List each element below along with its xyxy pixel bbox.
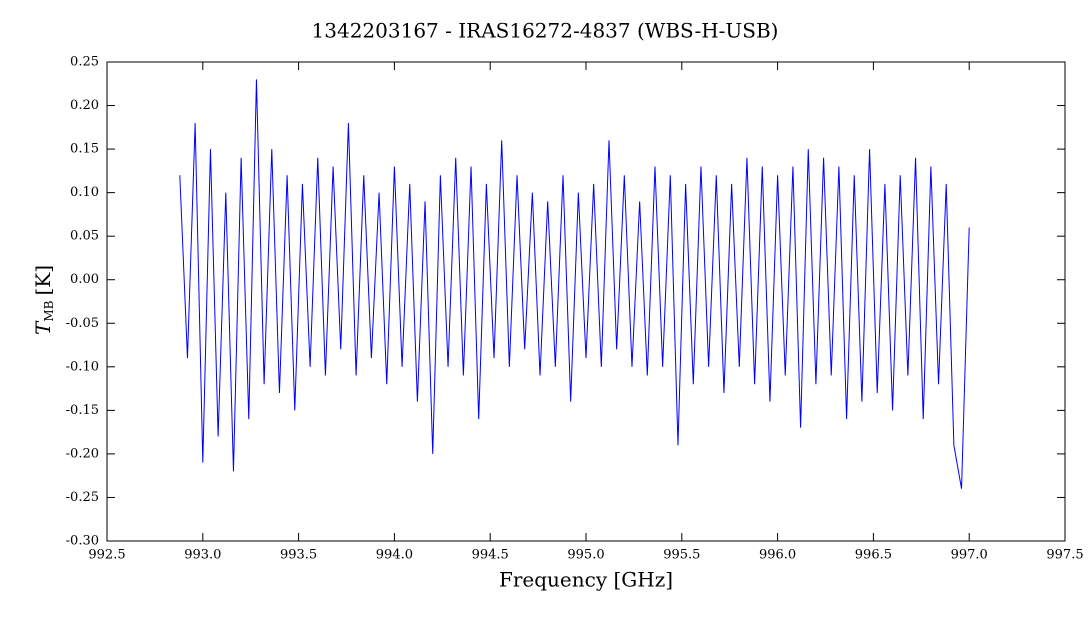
- x-tick-label: 993.5: [280, 548, 317, 563]
- y-tick-label: -0.25: [66, 490, 99, 505]
- y-tick-label: 0.25: [70, 55, 99, 70]
- x-tick-label: 994.5: [472, 548, 509, 563]
- y-tick-label: -0.10: [66, 359, 99, 374]
- x-tick-label: 992.5: [88, 548, 125, 563]
- y-tick-label: 0.20: [70, 98, 99, 113]
- plot-frame: [106, 61, 1066, 542]
- y-axis-label: TMB [K]: [31, 265, 56, 335]
- y-tick-label: -0.05: [66, 316, 99, 331]
- y-tick-label: -0.15: [66, 403, 99, 418]
- x-tick-label: 993.0: [184, 548, 221, 563]
- spectrum-line: [179, 79, 970, 489]
- y-tick-label: 0.10: [70, 185, 99, 200]
- x-tick-label: 995.0: [567, 548, 604, 563]
- y-tick-label: -0.30: [66, 534, 99, 549]
- x-tick-label: 996.5: [855, 548, 892, 563]
- y-tick-label: 0.05: [70, 229, 99, 244]
- y-tick-label: 0.15: [70, 142, 99, 157]
- x-tick-label: 994.0: [376, 548, 413, 563]
- x-tick-label: 997.5: [1046, 548, 1083, 563]
- y-tick-label: -0.20: [66, 446, 99, 461]
- y-tick-label: 0.00: [70, 272, 99, 287]
- x-tick-label: 995.5: [663, 548, 700, 563]
- x-tick-label: 996.0: [759, 548, 796, 563]
- y-label-unit: [K]: [31, 265, 55, 296]
- x-tick-label: 997.0: [951, 548, 988, 563]
- x-axis-label: Frequency [GHz]: [499, 568, 673, 592]
- chart-title: 1342203167 - IRAS16272-4837 (WBS-H-USB): [312, 19, 779, 43]
- y-label-sub: MB: [42, 300, 56, 321]
- y-label-main: T: [31, 320, 55, 335]
